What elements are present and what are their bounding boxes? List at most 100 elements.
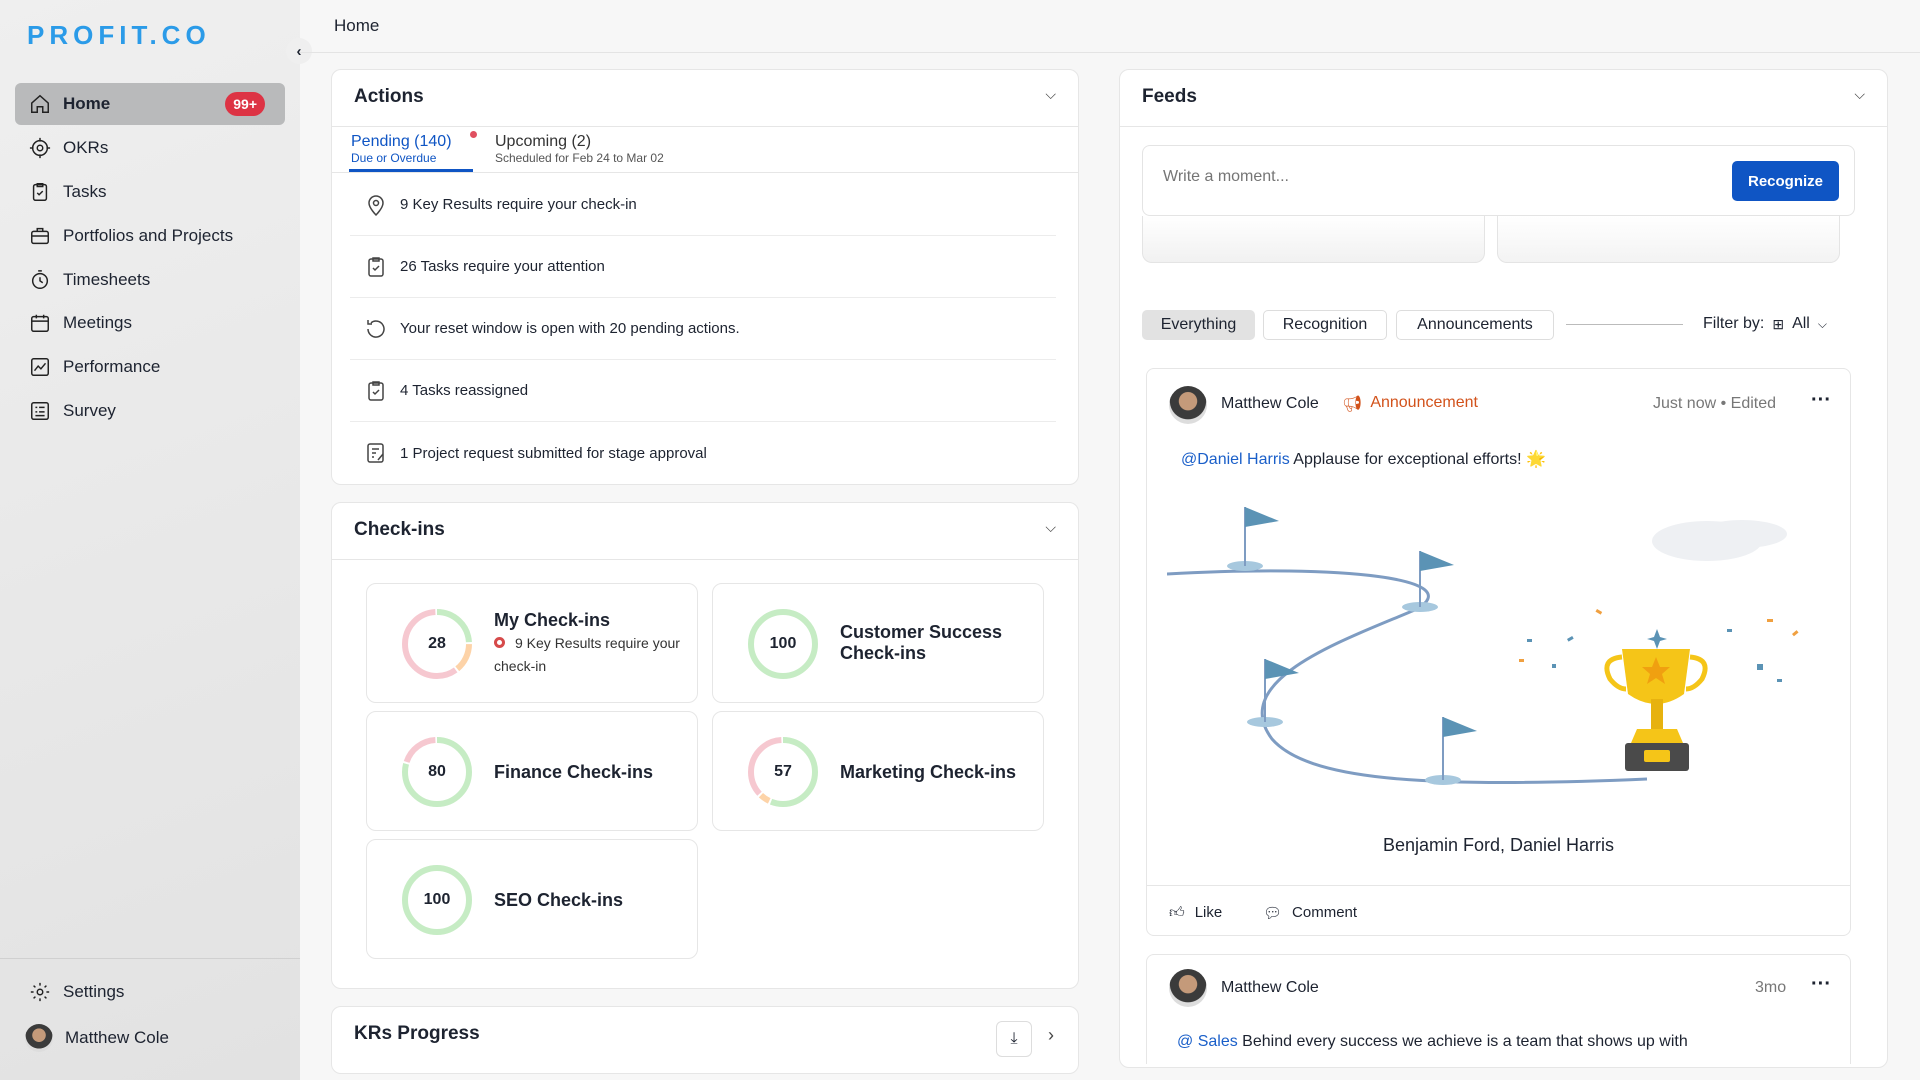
download-button[interactable]: ⤓ <box>996 1021 1032 1057</box>
thumbs-up-icon: 👍︎ <box>1169 904 1185 921</box>
tab-sublabel: Scheduled for Feb 24 to Mar 02 <box>495 151 664 165</box>
card-title: Actions <box>354 86 424 107</box>
checkin-tile[interactable]: 28 My Check-ins 9 Key Results require you… <box>366 583 698 703</box>
ring-segment-green <box>748 737 818 807</box>
ring-segment-green <box>402 865 472 935</box>
sidebar-item-performance[interactable]: Performance <box>15 346 285 388</box>
filter-tab-everything[interactable]: Everything <box>1142 310 1255 340</box>
user-profile[interactable]: Matthew Cole <box>15 1017 285 1059</box>
sidebar-item-label: Meetings <box>63 313 132 332</box>
post-author[interactable]: Matthew Cole <box>1221 395 1319 412</box>
chevron-down-icon[interactable]: ⌵ <box>1045 86 1056 102</box>
briefcase-icon <box>31 227 49 245</box>
filter-tab-announcements[interactable]: Announcements <box>1396 310 1554 340</box>
stopwatch-icon <box>31 270 49 289</box>
sidebar-item-home[interactable]: Home 99+ <box>15 83 285 125</box>
clipboard-check-icon <box>368 380 384 401</box>
tab-sublabel: Due or Overdue <box>351 151 437 165</box>
ring-segment-pink <box>402 609 472 679</box>
action-item[interactable]: 4 Tasks reassigned <box>350 360 1056 422</box>
post-time: 3mo <box>1755 979 1787 996</box>
progress-ring <box>402 865 472 935</box>
divider <box>1566 324 1683 325</box>
chevron-down-icon[interactable]: ⌵ <box>1854 86 1865 102</box>
sidebar-item-okrs[interactable]: OKRs <box>15 127 285 169</box>
alert-icon <box>494 637 505 648</box>
checkin-tile[interactable]: 80 Finance Check-ins <box>366 711 698 831</box>
card-title: Check-ins <box>354 519 445 540</box>
comment-button[interactable]: 💬︎ Comment <box>1263 904 1357 922</box>
map-pin-icon <box>368 194 384 216</box>
sidebar-item-tasks[interactable]: Tasks <box>15 171 285 213</box>
divider <box>0 958 300 959</box>
like-label: Like <box>1194 904 1223 921</box>
sidebar-item-settings[interactable]: Settings <box>15 971 285 1013</box>
action-text: 26 Tasks require your attention <box>400 258 605 275</box>
post-body: @Daniel Harris Applause for exceptional … <box>1181 449 1546 469</box>
sidebar-item-label: Home <box>63 94 111 113</box>
sidebar: PROFIT.CO Home 99+ OKRs Tasks Portfolios… <box>0 0 300 1080</box>
tab-label: Upcoming (2) <box>495 133 592 150</box>
checkin-score: 100 <box>423 891 451 908</box>
like-button[interactable]: 👍︎ Like <box>1169 904 1222 922</box>
post-type-label: Announcement <box>1370 394 1478 411</box>
ring-segment-green <box>402 737 472 807</box>
download-icon: ⤓ <box>1010 1030 1018 1047</box>
recognize-button[interactable]: Recognize <box>1732 161 1839 201</box>
sidebar-item-timesheets[interactable]: Timesheets <box>15 259 285 301</box>
sidebar-item-label: OKRs <box>63 138 109 157</box>
tab-upcoming[interactable]: Upcoming (2) Scheduled for Feb 24 to Mar… <box>495 133 664 165</box>
checkin-tile[interactable]: 100 Customer Success Check-ins <box>712 583 1044 703</box>
collapse-sidebar-button[interactable]: ‹ <box>286 38 312 64</box>
tab-pending[interactable]: Pending (140) Due or Overdue <box>349 131 477 172</box>
comment-icon: 💬︎ <box>1263 905 1283 922</box>
action-text: 4 Tasks reassigned <box>400 382 529 399</box>
sidebar-item-portfolios[interactable]: Portfolios and Projects <box>15 215 285 257</box>
checkin-title: Finance Check-ins <box>494 762 654 782</box>
checkin-score: 28 <box>428 635 446 652</box>
moment-input[interactable] <box>1163 168 1683 186</box>
progress-ring <box>402 609 472 679</box>
sidebar-item-label: Survey <box>63 401 116 420</box>
chevron-down-icon[interactable]: ⌵ <box>1045 519 1056 535</box>
action-item[interactable]: Your reset window is open with 20 pendin… <box>350 298 1056 360</box>
checkin-score: 100 <box>769 635 797 652</box>
filter-dropdown[interactable]: Filter by: ⊞ All ⌵ <box>1703 315 1827 333</box>
time: Just now <box>1653 395 1717 412</box>
notification-badge: 99+ <box>225 92 265 116</box>
sidebar-item-label: Portfolios and Projects <box>63 226 234 245</box>
post-type: 📢︎ Announcement <box>1342 394 1478 414</box>
checkin-tile[interactable]: 100 SEO Check-ins <box>366 839 698 959</box>
more-options-icon[interactable]: ··· <box>1811 389 1831 411</box>
grid-icon: ⊞ <box>1772 315 1785 332</box>
card-title: Feeds <box>1142 86 1197 107</box>
more-options-icon[interactable]: ··· <box>1811 973 1831 995</box>
sidebar-item-survey[interactable]: Survey <box>15 390 285 432</box>
clipboard-check-icon <box>368 256 384 277</box>
sidebar-item-label: Timesheets <box>63 270 151 289</box>
clipboard-check-icon <box>32 183 48 201</box>
settings-label: Settings <box>63 982 125 1001</box>
tab-label: Pending (140) <box>351 133 452 150</box>
avatar <box>1169 969 1207 1007</box>
action-item[interactable]: 9 Key Results require your check-in <box>350 174 1056 236</box>
filter-tab-recognition[interactable]: Recognition <box>1263 310 1387 340</box>
krs-progress-card: KRs Progress ⤓ › <box>331 1006 1079 1074</box>
card-title: KRs Progress <box>354 1023 480 1044</box>
checkin-tile[interactable]: 57 Marketing Check-ins <box>712 711 1044 831</box>
checkin-title: SEO Check-ins <box>494 890 624 910</box>
sidebar-item-meetings[interactable]: Meetings <box>15 302 285 344</box>
mention-link[interactable]: @Daniel Harris <box>1181 451 1290 468</box>
filter-value: All <box>1792 315 1810 332</box>
moment-composer: Recognize <box>1142 145 1855 216</box>
sidebar-item-label: Performance <box>63 357 161 376</box>
feed-post: Matthew Cole 3mo ··· @ Sales Behind ever… <box>1146 954 1851 1064</box>
mention-link[interactable]: @ Sales <box>1177 1033 1238 1050</box>
post-author[interactable]: Matthew Cole <box>1221 979 1319 996</box>
action-item[interactable]: 1 Project request submitted for stage ap… <box>350 422 1056 484</box>
ring-segment-green <box>748 609 818 679</box>
action-item[interactable]: 26 Tasks require your attention <box>350 236 1056 298</box>
checkin-title: My Check-ins <box>494 610 611 630</box>
chevron-right-icon[interactable]: › <box>1048 1025 1054 1045</box>
action-text: 9 Key Results require your check-in <box>400 196 637 213</box>
